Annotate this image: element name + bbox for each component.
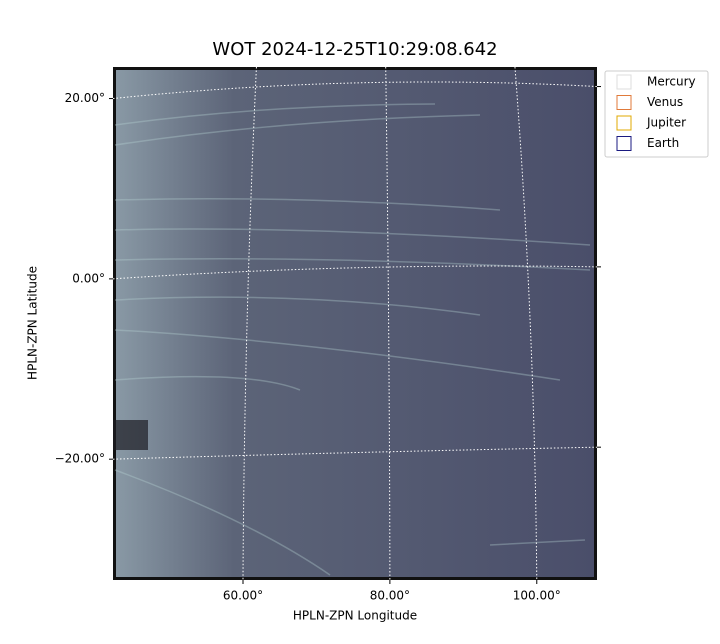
x-tick-label: 80.00° [370, 589, 410, 603]
legend-swatch [616, 74, 632, 90]
legend-label: Venus [647, 95, 683, 109]
grid-line [112, 265, 598, 280]
grid-line [112, 446, 598, 460]
legend-label: Earth [647, 136, 679, 150]
legend-box [604, 70, 709, 158]
grid-line [242, 66, 257, 581]
image [113, 67, 597, 580]
chart-title: WOT 2024-12-25T10:29:08.642 [212, 39, 497, 60]
legend-swatch [616, 136, 632, 151]
grid-line [514, 66, 538, 581]
legend-swatch [616, 115, 632, 131]
grid [112, 66, 598, 581]
legend-swatch [616, 95, 632, 110]
legend: Mercury Venus Jupiter Earth [604, 70, 709, 158]
y-tick-label: −20.00° [55, 452, 105, 466]
grid-line [385, 66, 391, 581]
grid-line [112, 81, 598, 100]
y-tick-label: 0.00° [72, 271, 105, 285]
legend-label: Jupiter [646, 116, 686, 130]
x-tick-label: 100.00° [513, 589, 561, 603]
x-tick-label: 60.00° [223, 589, 263, 603]
y-tick-label: 20.00° [65, 91, 105, 105]
x-axis-label: HPLN-ZPN Longitude [293, 609, 417, 623]
y-axis-label: HPLN-ZPN Latitude [26, 266, 40, 380]
legend-label: Mercury [647, 75, 696, 89]
